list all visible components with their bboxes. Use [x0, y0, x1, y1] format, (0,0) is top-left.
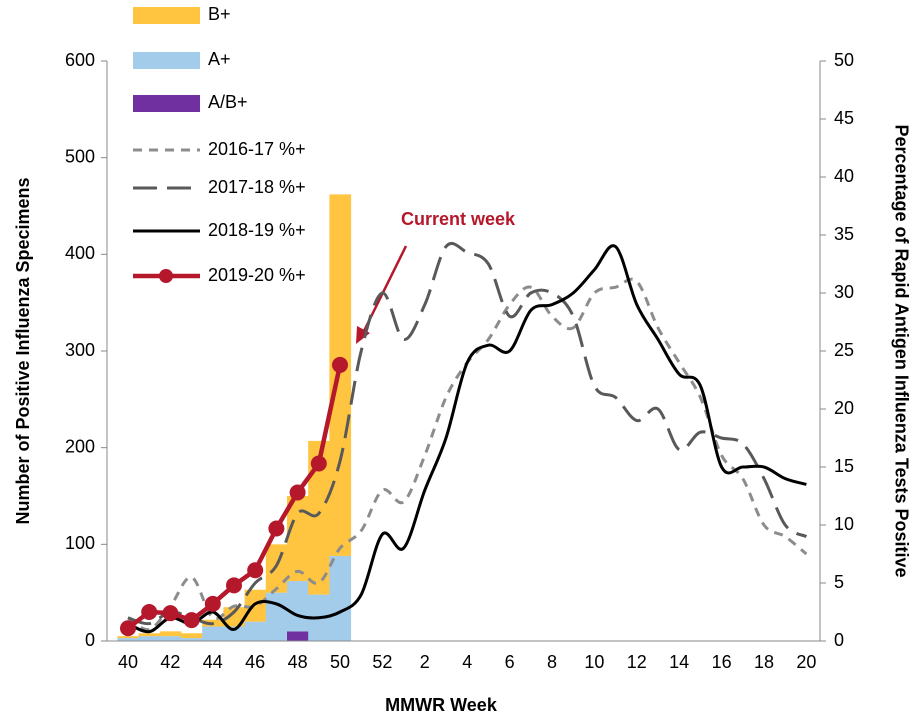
y2-tick-label: 45	[834, 108, 854, 128]
legend-label: 2016-17 %+	[208, 139, 306, 159]
x-tick-label: 8	[547, 652, 557, 672]
x-tick-label: 6	[505, 652, 515, 672]
x-tick-label: 4	[462, 652, 472, 672]
x-tick-label: 20	[796, 652, 816, 672]
x-axis-title: MMWR Week	[385, 695, 498, 715]
bar	[138, 633, 161, 637]
bar	[329, 194, 352, 556]
bar	[329, 555, 352, 641]
bar	[308, 440, 330, 595]
x-tick-label: 14	[669, 652, 689, 672]
y-tick-label: 400	[65, 243, 95, 263]
series-marker	[310, 455, 327, 472]
x-tick-label: 52	[372, 652, 392, 672]
bar	[117, 638, 140, 641]
series-marker	[332, 356, 348, 373]
bar	[181, 638, 203, 641]
series-marker	[162, 605, 179, 622]
y2-tick-label: 20	[834, 398, 854, 418]
bar	[117, 636, 140, 639]
y-tick-label: 300	[65, 340, 95, 360]
y-tick-label: 500	[65, 146, 95, 166]
legend-swatch	[133, 7, 200, 24]
bar	[159, 636, 182, 641]
bar	[287, 581, 309, 632]
legend-swatch	[133, 95, 200, 112]
bar	[287, 631, 309, 641]
y2-tick-label: 40	[834, 166, 854, 186]
legend-label: A+	[208, 49, 231, 69]
annotation-arrowhead	[356, 326, 370, 344]
legend-label: 2019-20 %+	[208, 265, 306, 285]
bar	[287, 496, 309, 582]
x-tick-label: 40	[118, 652, 138, 672]
series-marker	[120, 620, 136, 637]
lines	[120, 241, 808, 637]
bar	[138, 636, 161, 641]
y-tick-label: 200	[65, 436, 95, 456]
y2-tick-label: 50	[834, 50, 854, 70]
legend-marker	[159, 269, 173, 283]
legend-swatch	[133, 52, 200, 69]
bar	[223, 607, 246, 627]
bars	[117, 194, 352, 641]
bar	[265, 544, 288, 593]
y2-tick-label: 25	[834, 340, 854, 360]
y2-axis-title: Percentage of Rapid Antigen Influenza Te…	[891, 124, 911, 577]
y-tick-label: 100	[65, 533, 95, 553]
x-tick-label: 16	[712, 652, 732, 672]
bar	[265, 592, 288, 641]
legend-label: B+	[208, 4, 231, 24]
y2-tick-label: 35	[834, 224, 854, 244]
x-tick-label: 12	[627, 652, 647, 672]
series-line	[127, 277, 808, 632]
y2-tick-label: 5	[834, 572, 844, 592]
series-marker	[226, 577, 242, 594]
legend-label: A/B+	[208, 92, 248, 112]
annotation: Current week	[401, 209, 516, 229]
bar	[181, 633, 203, 639]
legend-label: 2018-19 %+	[208, 220, 306, 240]
y-tick-label: 0	[85, 630, 95, 650]
x-tick-label: 2	[420, 652, 430, 672]
series-line	[127, 241, 808, 626]
legend-label: 2017-18 %+	[208, 177, 306, 197]
series-marker	[289, 484, 306, 501]
series-line	[127, 244, 807, 634]
y-axis-title: Number of Positive Influenza Specimens	[13, 177, 33, 524]
bar	[202, 626, 224, 641]
bar	[244, 589, 267, 622]
y2-tick-label: 10	[834, 514, 854, 534]
bar	[244, 621, 267, 641]
y2-tick-label: 0	[834, 630, 844, 650]
series-marker	[183, 612, 200, 629]
series-marker	[141, 604, 158, 620]
x-tick-label: 18	[754, 652, 774, 672]
bar	[223, 626, 246, 641]
y2-tick-label: 15	[834, 456, 854, 476]
x-tick-label: 46	[245, 652, 265, 672]
x-tick-label: 48	[288, 652, 308, 672]
x-tick-label: 50	[330, 652, 350, 672]
bar	[159, 631, 182, 637]
x-tick-label: 42	[160, 652, 180, 672]
y-tick-label: 600	[65, 50, 95, 70]
y2-tick-label: 30	[834, 282, 854, 302]
series-marker	[247, 562, 264, 579]
series-marker	[268, 520, 285, 537]
series-marker	[204, 595, 221, 612]
x-tick-label: 44	[203, 652, 223, 672]
x-tick-label: 10	[584, 652, 604, 672]
